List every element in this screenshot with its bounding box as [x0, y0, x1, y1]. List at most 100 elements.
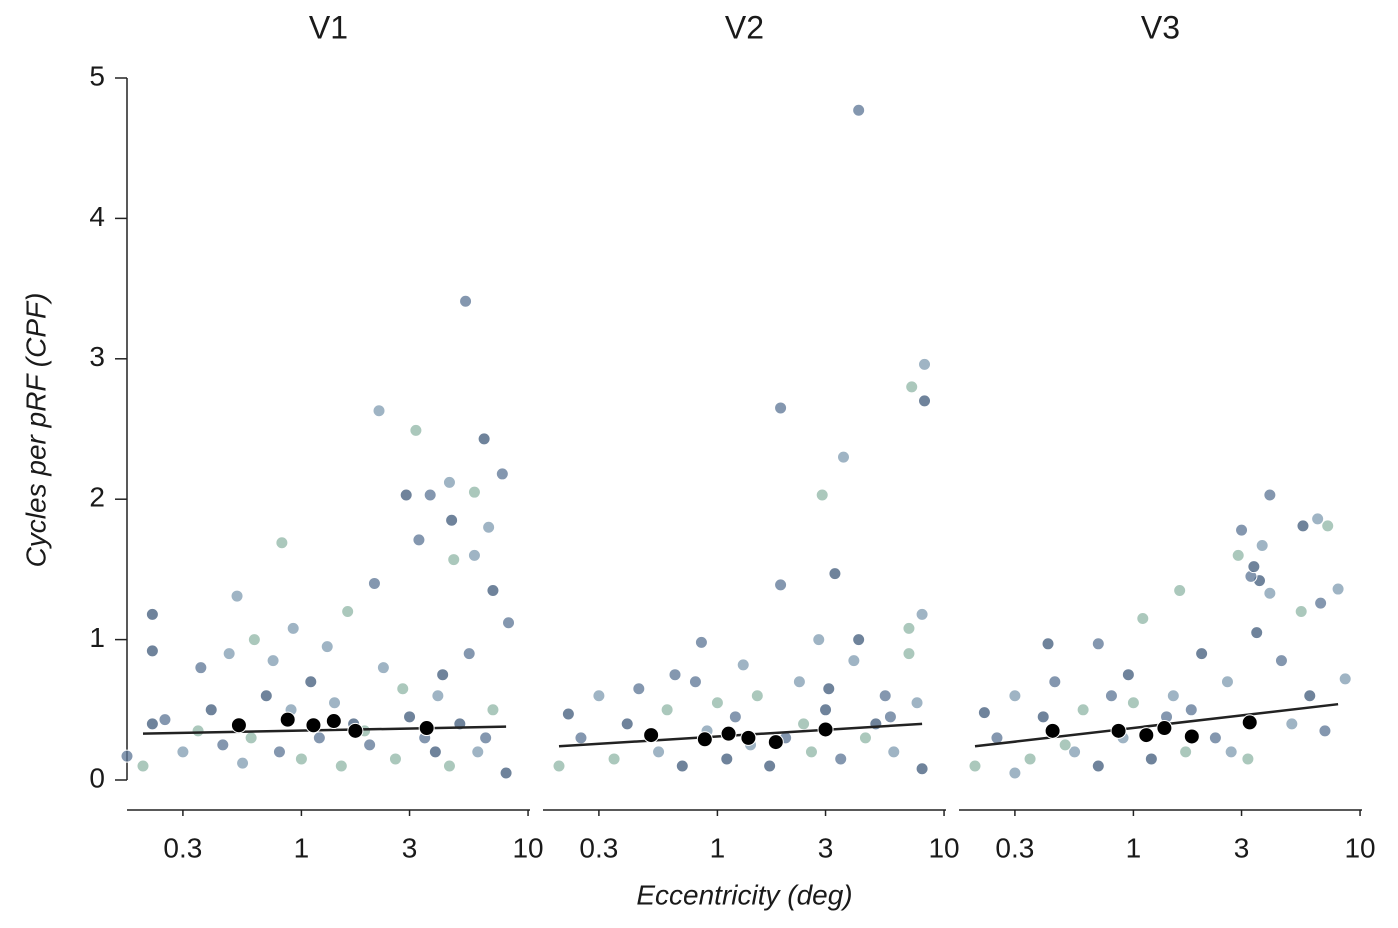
data-point [328, 696, 342, 710]
data-point [834, 752, 848, 766]
data-point [918, 394, 932, 408]
data-point [1126, 696, 1140, 710]
data-point [1184, 703, 1198, 717]
data-point [495, 467, 509, 481]
data-point [822, 682, 836, 696]
y-tick-label: 0 [89, 762, 105, 793]
data-point [372, 404, 386, 418]
x-tick-label: 3 [1234, 832, 1250, 863]
data-point [905, 380, 919, 394]
data-point [312, 731, 326, 745]
data-point [910, 696, 924, 710]
data-point [1179, 745, 1193, 759]
bin-mean [1138, 727, 1155, 744]
data-point [244, 731, 258, 745]
data-point [1263, 586, 1277, 600]
data-point [668, 668, 682, 682]
data-point [720, 752, 734, 766]
bin-mean [643, 727, 660, 744]
y-tick-label: 2 [89, 482, 105, 513]
data-point [1220, 675, 1234, 689]
data-point [694, 635, 708, 649]
data-point [1058, 738, 1072, 752]
data-point [367, 576, 381, 590]
data-point [479, 731, 493, 745]
data-point [828, 567, 842, 581]
data-point [396, 682, 410, 696]
data-point [1008, 689, 1022, 703]
data-point [486, 583, 500, 597]
data-point [1166, 689, 1180, 703]
data-point [423, 488, 437, 502]
data-point [887, 745, 901, 759]
data-point [477, 432, 491, 446]
data-point [266, 654, 280, 668]
data-point [1173, 583, 1187, 597]
x-tick-label: 0.3 [163, 832, 202, 863]
data-point [918, 357, 932, 371]
data-point [462, 647, 476, 661]
data-point [652, 745, 666, 759]
data-point [858, 731, 872, 745]
data-point [1008, 766, 1022, 780]
data-point [804, 745, 818, 759]
bin-mean [720, 725, 737, 742]
fit-line [558, 722, 923, 748]
data-point [409, 423, 423, 437]
data-point [774, 578, 788, 592]
data-point [1250, 626, 1264, 640]
x-tick-label: 1 [1126, 832, 1142, 863]
data-point [902, 647, 916, 661]
data-point [230, 589, 244, 603]
data-point [1241, 752, 1255, 766]
data-point [334, 759, 348, 773]
data-point [1314, 596, 1328, 610]
panel-title: V3 [1141, 9, 1180, 45]
data-point [216, 738, 230, 752]
data-point [1235, 523, 1249, 537]
data-point [552, 759, 566, 773]
data-point [632, 682, 646, 696]
x-axis-label: Eccentricity (deg) [636, 879, 852, 910]
y-tick-label: 4 [89, 201, 105, 232]
fit-line [142, 725, 507, 735]
data-point [792, 675, 806, 689]
data-point [1104, 689, 1118, 703]
data-point [403, 710, 417, 724]
data-point [1311, 512, 1325, 526]
data-point [275, 536, 289, 550]
data-point [467, 485, 481, 499]
data-point [883, 710, 897, 724]
data-point [728, 710, 742, 724]
data-point [145, 607, 159, 621]
data-point [499, 766, 513, 780]
data-point [1121, 668, 1135, 682]
data-point [1023, 752, 1037, 766]
data-point [812, 633, 826, 647]
data-point [1274, 654, 1288, 668]
data-point [1247, 560, 1261, 574]
bin-mean [817, 721, 834, 738]
x-tick-label: 0.3 [995, 832, 1034, 863]
data-point [977, 706, 991, 720]
data-point [763, 759, 777, 773]
data-point [1091, 759, 1105, 773]
data-point [750, 689, 764, 703]
data-point [145, 717, 159, 731]
data-point [1338, 672, 1352, 686]
bin-mean [1044, 722, 1061, 739]
fit-line [974, 702, 1339, 748]
data-point [145, 644, 159, 658]
data-point [1296, 519, 1310, 533]
data-point [222, 647, 236, 661]
data-point [191, 724, 205, 738]
data-point [968, 759, 982, 773]
data-point [194, 661, 208, 675]
data-point [710, 696, 724, 710]
data-point [852, 103, 866, 117]
data-point [852, 633, 866, 647]
data-point [1076, 703, 1090, 717]
data-point [247, 633, 261, 647]
data-point [1224, 745, 1238, 759]
